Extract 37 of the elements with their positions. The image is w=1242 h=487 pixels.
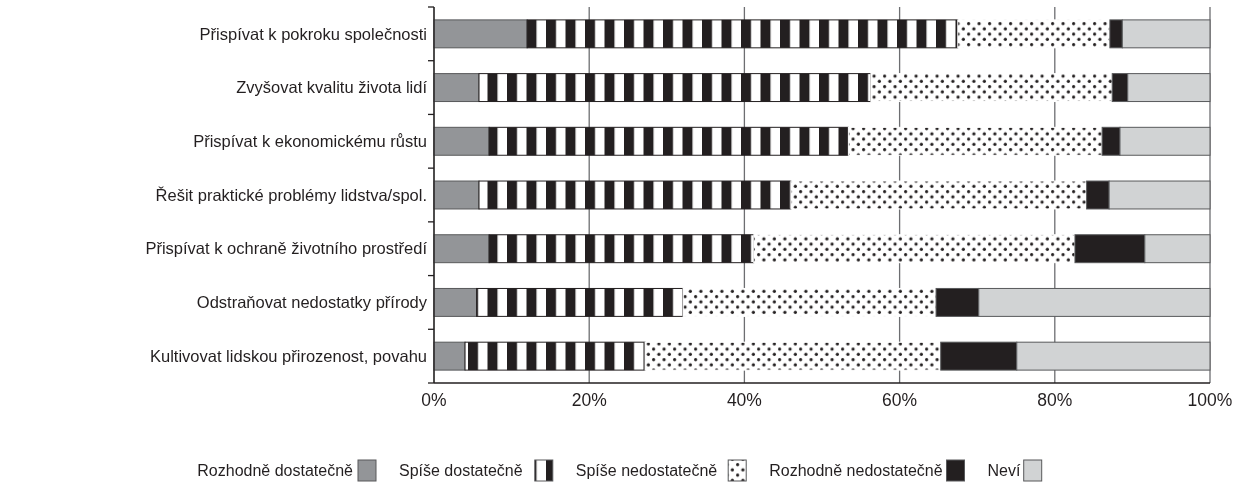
bar — [847, 126, 1103, 156]
bar — [433, 234, 490, 264]
y-tick-label: Přispívat k ekonomickému růstu — [193, 132, 427, 151]
bar — [488, 126, 849, 156]
x-tick-label: 100% — [1187, 390, 1233, 410]
bar — [753, 234, 1076, 264]
x-tick-label: 80% — [1037, 390, 1073, 410]
bar — [433, 126, 490, 156]
x-tick-label: 40% — [726, 390, 762, 410]
bar — [433, 180, 480, 210]
bar — [478, 73, 872, 103]
bar — [870, 73, 1113, 103]
y-tick-label: Přispívat k pokroku společnosti — [199, 24, 427, 43]
y-tick-label: Přispívat k ochraně životního prostředí — [145, 239, 428, 258]
y-tick-label: Řešit praktické problémy lidstva/spol. — [155, 185, 427, 204]
bar — [478, 180, 792, 210]
legend-label: Spíše nedostatečně — [575, 462, 718, 479]
legend-label: Rozhodně dostatečně — [197, 462, 354, 479]
legend-label: Rozhodně nedostatečně — [769, 462, 943, 479]
bar — [957, 19, 1111, 49]
y-tick-label: Kultivovat lidskou přirozenost, povahu — [150, 346, 427, 365]
bar — [488, 234, 755, 264]
bar — [464, 341, 646, 371]
bar — [526, 19, 959, 49]
legend-label: Spíše dostatečně — [399, 462, 523, 479]
bar — [433, 287, 478, 317]
bar — [433, 73, 480, 103]
x-tick-label: 60% — [882, 390, 918, 410]
bar — [433, 19, 528, 49]
bar — [433, 341, 466, 371]
bar — [682, 287, 937, 317]
x-tick-label: 0% — [421, 390, 447, 410]
y-tick-label: Odstraňovat nedostatky přírody — [196, 293, 428, 312]
bar — [476, 287, 684, 317]
legend-label: Neví — [987, 462, 1021, 479]
y-tick-label: Zvyšovat kvalitu života lidí — [236, 78, 428, 97]
x-tick-label: 20% — [571, 390, 607, 410]
